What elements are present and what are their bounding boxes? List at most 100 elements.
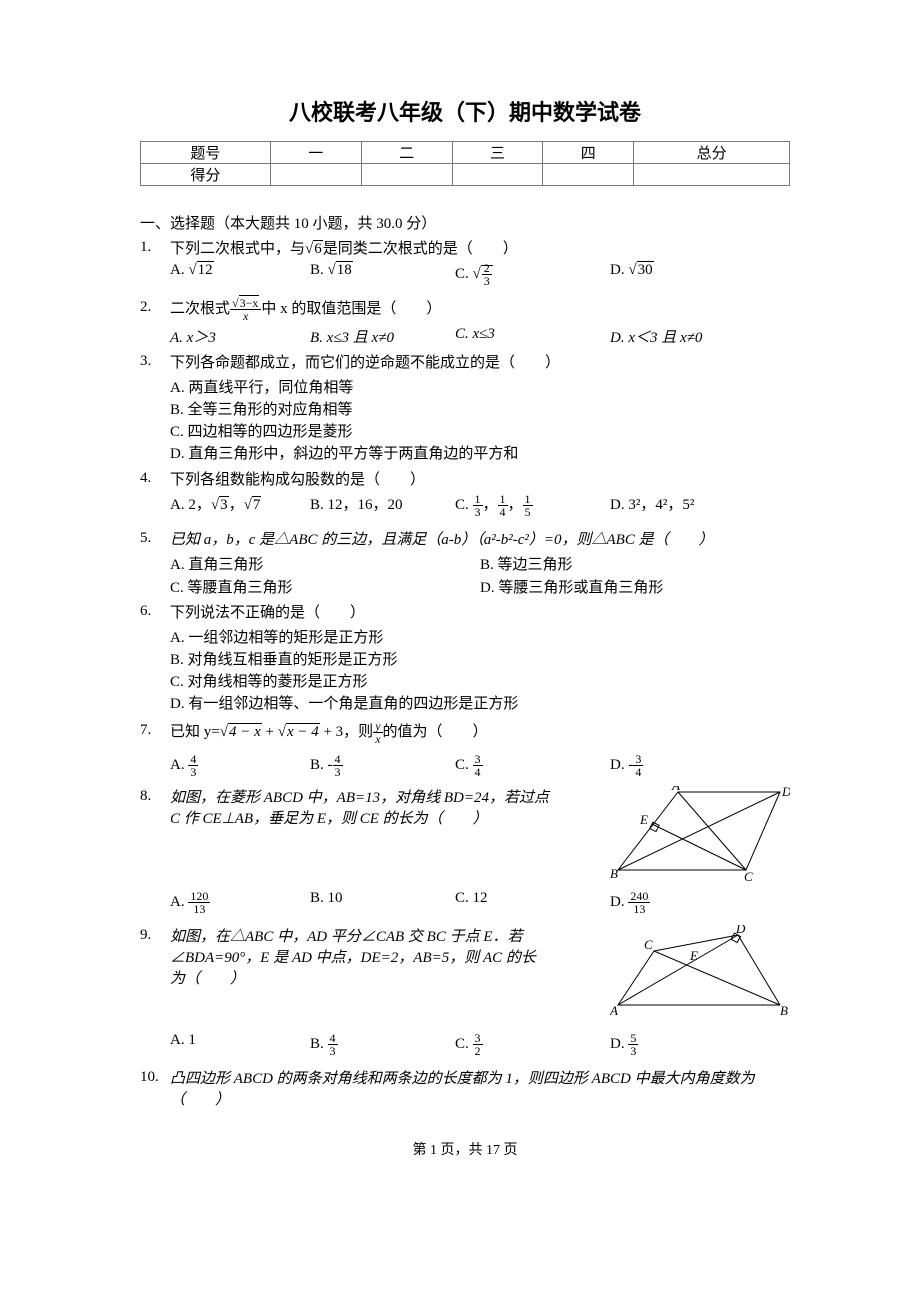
question-7: 7. 已知 y=√4 − x + √x − 4 + 3，则yx的值为（ ） A.… [140,720,790,778]
cell [543,164,634,186]
label: C. [455,497,473,513]
text: 二次根式 [170,301,230,317]
label: B. - [310,757,333,773]
option-c: C. x≤3 [455,326,610,347]
label: C. [455,1036,473,1052]
option-a: A. 2，√3，√7 [170,493,310,518]
denom: 3 [328,1044,338,1057]
option-c: C. 对角线相等的菱形是正方形 [170,670,790,691]
numer: 3 [473,1032,483,1044]
text: 的值为（ ） [383,724,488,740]
question-stem: 已知 a，b，c 是△ABC 的三边，且满足（a-b）（a²-b²-c²）=0，… [170,528,790,549]
radicand: 12 [197,261,214,278]
denom: 3 [628,1044,638,1057]
label: A. [170,894,188,910]
option-c: C. √23 [455,262,610,287]
option-b: B. 等边三角形 [480,553,790,574]
cell: 三 [452,142,543,164]
option-c: C. 34 [455,753,610,778]
option-b: B. 10 [310,890,455,915]
text: 下列二次根式中，与 [170,241,305,257]
label: A. [170,262,188,278]
question-number: 10. [140,1067,170,1086]
option-b: B. 12，16，20 [310,493,455,518]
cell: 四 [543,142,634,164]
option-a: A. 43 [170,753,310,778]
text: 是同类二次根式的是（ ） [323,241,518,257]
options: A. 43 B. -43 C. 34 D. -34 [170,753,790,778]
sqrt-icon: √23 [473,262,493,287]
options: A. 1 B. 43 C. 32 D. 53 [170,1032,790,1057]
label: A. [170,757,188,773]
question-stem: 如图，在△ABC 中，AD 平分∠CAB 交 BC 于点 E．若∠BDA=90°… [170,925,550,988]
sqrt-icon: √30 [628,262,653,279]
sqrt-icon: √3 [211,497,229,514]
option-a: A. 直角三角形 [170,553,480,574]
options: A. 一组邻边相等的矩形是正方形 B. 对角线互相垂直的矩形是正方形 C. 对角… [170,626,790,713]
option-a: A. x＞3 [170,326,310,347]
sqrt-icon: √18 [328,262,353,279]
table-row: 题号 一 二 三 四 总分 [141,142,790,164]
question-5: 5. 已知 a，b，c 是△ABC 的三边，且满足（a-b）（a²-b²-c²）… [140,528,790,597]
label: D. [610,262,628,278]
numer: 3 [633,753,643,765]
fraction: yx [373,720,382,745]
option-d: D. 24013 [610,890,730,915]
option-c: C. 32 [455,1032,610,1057]
option-b: B. 对角线互相垂直的矩形是正方形 [170,648,790,669]
question-10: 10. 凸四边形 ABCD 的两条对角线和两条边的长度都为 1，则四边形 ABC… [140,1067,790,1113]
text: + [262,724,278,740]
numer: 120 [188,890,210,902]
fraction: √3−xx [230,297,261,322]
radicand: 6 [313,240,323,257]
text: + 3，则 [320,724,373,740]
numer: 4 [188,753,198,765]
text: A. 2， [170,497,211,513]
text: 已知 y= [170,724,220,740]
options: A. 直角三角形 B. 等边三角形 [170,553,790,574]
question-number: 5. [140,528,170,547]
sqrt-icon: √7 [244,497,262,514]
question-3: 3. 下列各命题都成立，而它们的逆命题不能成立的是（ ） A. 两直线平行，同位… [140,351,790,464]
cell [361,164,452,186]
question-6: 6. 下列说法不正确的是（ ） A. 一组邻边相等的矩形是正方形 B. 对角线互… [140,601,790,714]
score-table: 题号 一 二 三 四 总分 得分 [140,141,790,186]
label: C. [455,757,473,773]
numer: y [373,720,382,732]
svg-text:B: B [780,1003,788,1017]
label: B. [310,262,328,278]
label: B. [310,1036,328,1052]
option-a: A. 两直线平行，同位角相等 [170,376,790,397]
figure-rhombus: A D B C E [610,786,790,886]
option-d: D. 直角三角形中，斜边的平方等于两直角边的平方和 [170,442,790,463]
question-stem: 二次根式√3−xx中 x 的取值范围是（ ） [170,297,790,322]
cell: 一 [270,142,361,164]
denom: 4 [473,765,483,778]
question-stem: 下列各组数能构成勾股数的是（ ） [170,468,790,489]
question-number: 3. [140,351,170,370]
radicand: 30 [637,261,654,278]
svg-text:E: E [689,948,698,963]
option-a: A. 12013 [170,890,310,915]
svg-text:C: C [744,869,753,881]
cell: 总分 [634,142,790,164]
options: A. 两直线平行，同位角相等 B. 全等三角形的对应角相等 C. 四边相等的四边… [170,376,790,463]
exam-title: 八校联考八年级（下）期中数学试卷 [140,95,790,127]
option-b: B. 43 [310,1032,455,1057]
denom: 3 [188,765,198,778]
question-stem: 下列二次根式中，与√6是同类二次根式的是（ ） [170,237,790,258]
option-b: B. 全等三角形的对应角相等 [170,398,790,419]
option-b: B. -43 [310,753,455,778]
numer: 4 [328,1032,338,1044]
options: A. √12 B. √18 C. √23 D. √30 [170,262,790,287]
sqrt-icon: √x − 4 [278,724,320,741]
numer: 3 [473,753,483,765]
option-c: C. 13，14，15 [455,493,610,518]
page-total: 17 [486,1143,500,1158]
denom: 4 [633,765,643,778]
section-heading: 一、选择题（本大题共 10 小题，共 30.0 分） [140,212,790,233]
options: A. x＞3 B. x≤3 且 x≠0 C. x≤3 D. x＜3 且 x≠0 [170,326,790,347]
sqrt-icon: √6 [305,241,323,258]
triangle-svg: A B C D E [610,925,790,1017]
denom: x [230,309,261,322]
